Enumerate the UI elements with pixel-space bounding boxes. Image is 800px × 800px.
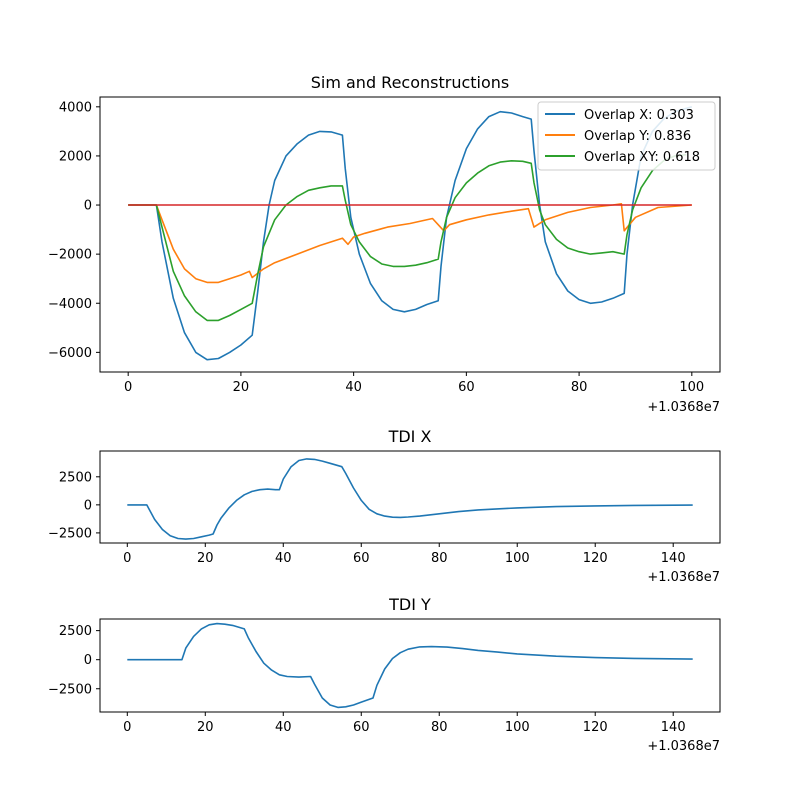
x-tick-label: 140 xyxy=(661,551,686,566)
x-offset-label: +1.0368e7 xyxy=(647,570,720,585)
x-tick-label: 80 xyxy=(431,720,448,735)
x-tick-label: 40 xyxy=(345,380,362,395)
series-layer xyxy=(128,106,693,361)
y-tick-label: −2000 xyxy=(48,248,92,263)
legend-label-overlap-xy: Overlap XY: 0.618 xyxy=(584,150,700,165)
series-line-overlap-x-0-303 xyxy=(128,106,693,361)
ticks-layer: 0 20 40 60 80 100 120 140 −2500 0 2500 xyxy=(48,624,686,735)
axes-tdi-x: TDI X 0 20 40 60 80 100 120 140 −2500 0 2500 +1.03… xyxy=(48,427,721,585)
series-line-overlap-xy-0-618 xyxy=(128,153,687,322)
x-tick-label: 60 xyxy=(353,551,370,566)
legend-label-overlap-y: Overlap Y: 0.836 xyxy=(584,129,691,144)
x-tick-label: 20 xyxy=(197,720,214,735)
x-tick-label: 60 xyxy=(353,720,370,735)
x-tick-label: 100 xyxy=(505,720,530,735)
x-offset-label: +1.0368e7 xyxy=(647,400,720,415)
x-tick-label: 40 xyxy=(275,720,292,735)
ticks-layer: 0 20 40 60 80 100 −6000 −4000 −2000 0 2000 4000 xyxy=(48,100,704,395)
y-tick-label: −6000 xyxy=(48,346,92,361)
legend-label-overlap-x: Overlap X: 0.303 xyxy=(584,108,694,123)
y-tick-label: −2500 xyxy=(48,682,92,697)
x-tick-label: 80 xyxy=(431,551,448,566)
legend-frame xyxy=(537,101,716,171)
axes-title: Sim and Reconstructions xyxy=(311,73,510,92)
y-tick-label: 2500 xyxy=(59,470,92,485)
x-tick-label: 100 xyxy=(679,380,704,395)
axes-frame xyxy=(99,450,721,544)
x-tick-label: 120 xyxy=(583,720,608,735)
x-tick-label: 20 xyxy=(197,551,214,566)
x-tick-label: 140 xyxy=(661,720,686,735)
axes-title: TDI Y xyxy=(388,595,431,614)
axes-title: TDI X xyxy=(388,427,432,446)
y-tick-label: 0 xyxy=(84,498,92,513)
series-layer xyxy=(127,458,693,540)
y-tick-label: 2000 xyxy=(59,149,92,164)
axes-sim-and-reconstructions: Sim and Reconstructions 0 20 40 60 80 100 −600… xyxy=(48,73,721,415)
series-line-overlap-y-0-836 xyxy=(128,203,692,284)
x-tick-label: 0 xyxy=(124,380,132,395)
y-tick-label: −2500 xyxy=(48,526,92,541)
series-layer xyxy=(127,622,693,709)
series-line-unnamed-0 xyxy=(127,458,693,540)
y-tick-label: −4000 xyxy=(48,297,92,312)
x-tick-label: 80 xyxy=(571,380,588,395)
x-offset-label: +1.0368e7 xyxy=(647,739,720,754)
axes-frame xyxy=(99,618,721,713)
ticks-layer: 0 20 40 60 80 100 120 140 −2500 0 2500 xyxy=(48,470,686,566)
x-tick-label: 0 xyxy=(123,551,131,566)
x-tick-label: 40 xyxy=(275,551,292,566)
series-line-unnamed-0 xyxy=(127,622,693,709)
x-tick-label: 0 xyxy=(123,720,131,735)
axes-tdi-y: TDI Y 0 20 40 60 80 100 120 140 −2500 0 2500 +1.03… xyxy=(48,595,721,754)
legend: Overlap X: 0.303 Overlap Y: 0.836 Overla… xyxy=(537,101,716,171)
axes-frame xyxy=(99,96,721,373)
x-tick-label: 20 xyxy=(233,380,250,395)
y-tick-label: 0 xyxy=(84,653,92,668)
y-tick-label: 4000 xyxy=(59,100,92,115)
y-tick-label: 0 xyxy=(84,199,92,214)
y-tick-label: 2500 xyxy=(59,624,92,639)
x-tick-label: 60 xyxy=(458,380,475,395)
x-tick-label: 120 xyxy=(583,551,608,566)
x-tick-label: 100 xyxy=(505,551,530,566)
